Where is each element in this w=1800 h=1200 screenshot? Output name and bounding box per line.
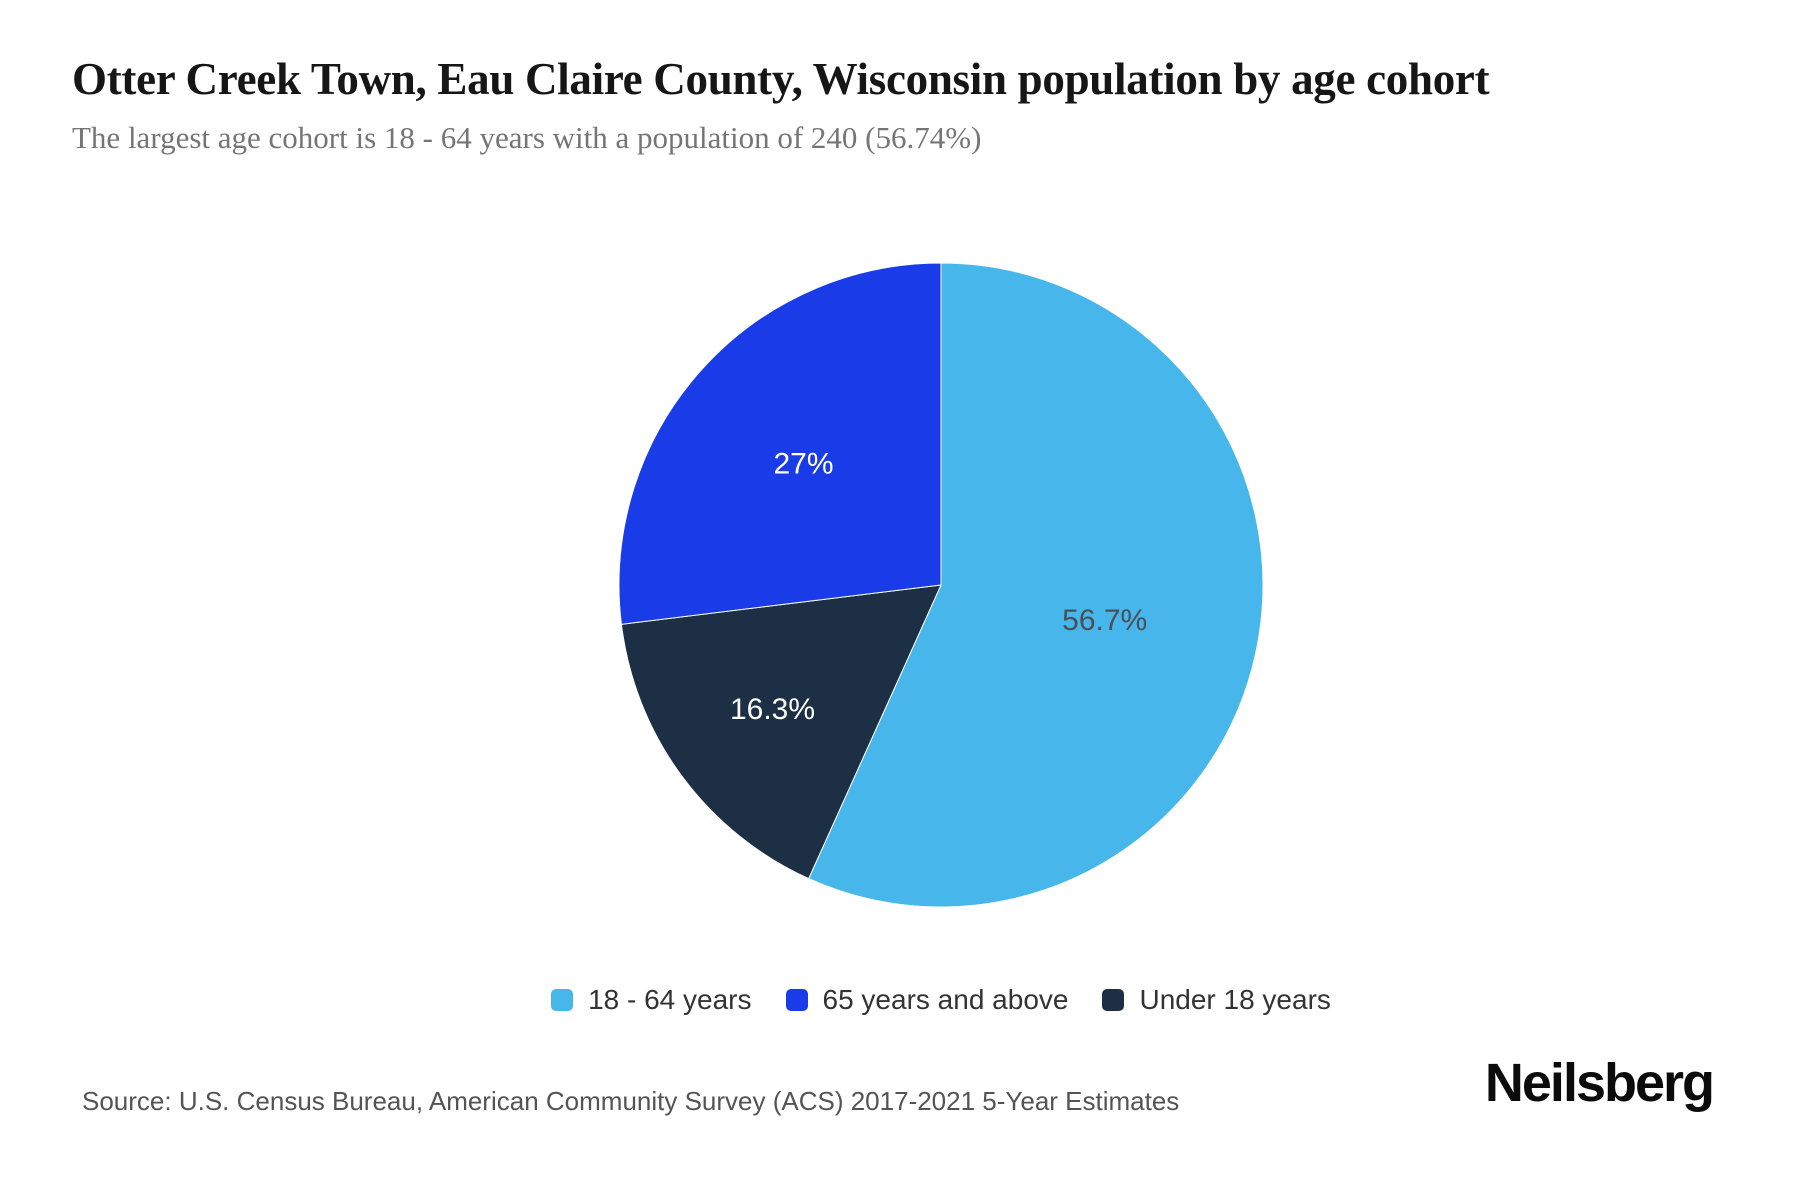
pie-label-18-64-years: 56.7%	[1062, 604, 1147, 637]
pie-label-65-years-and-above: 27%	[773, 447, 833, 480]
pie-label-under-18-years: 16.3%	[730, 693, 815, 726]
legend-item-65-years-and-above[interactable]: 65 years and above	[785, 984, 1069, 1016]
legend-marker-icon	[1102, 989, 1125, 1011]
legend-item-label: 65 years and above	[822, 984, 1069, 1015]
legend: 18 - 64 years 65 years and above Under 18 …	[41, 984, 1800, 1016]
pie-slice-65-years-and-above[interactable]	[618, 262, 942, 625]
legend-item-18-64-years[interactable]: 18 - 64 years	[551, 984, 752, 1016]
neilsberg-logo: Neilsberg	[1484, 1053, 1715, 1113]
source-attribution: Source: U.S. Census Bureau, American Com…	[82, 1086, 1180, 1116]
legend-marker-icon	[785, 989, 808, 1011]
pie-slice-under-18-years[interactable]	[620, 584, 942, 880]
chart-title: Otter Creek Town, Eau Claire County, Wis…	[72, 54, 1490, 104]
legend-item-label: 18 - 64 years	[588, 984, 752, 1015]
legend-item-label: Under 18 years	[1139, 984, 1331, 1015]
legend-marker-icon	[551, 989, 574, 1011]
chart-subtitle: The largest age cohort is 18 - 64 years …	[72, 120, 982, 155]
pie-slice-18-64-years[interactable]	[808, 262, 1264, 908]
legend-item-under-18-years[interactable]: Under 18 years	[1102, 984, 1331, 1016]
pie-chart: 56.7% 16.3% 27%	[618, 262, 1264, 908]
